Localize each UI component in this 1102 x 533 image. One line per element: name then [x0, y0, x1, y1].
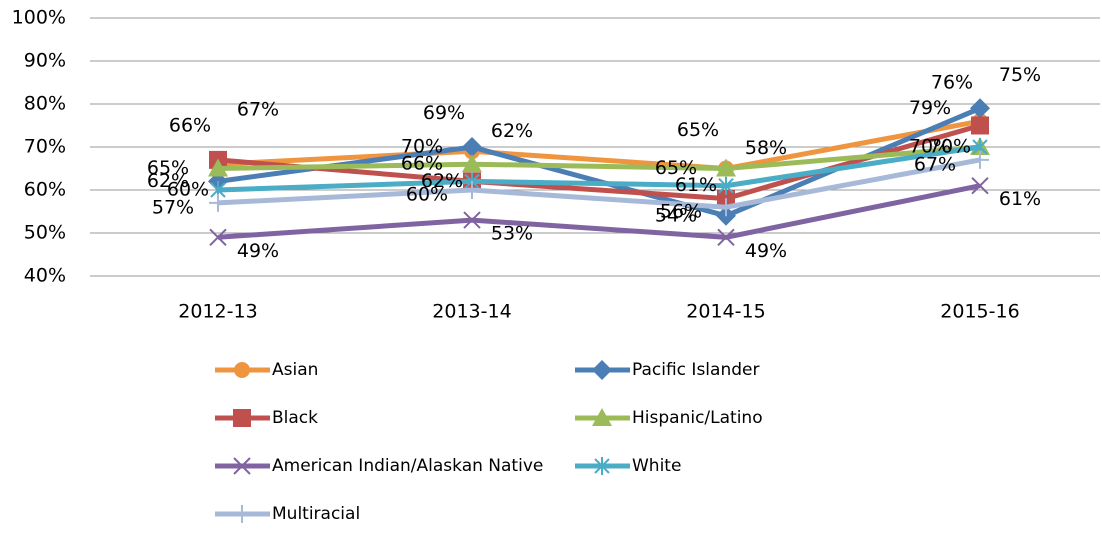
data-label: 57%	[152, 196, 194, 218]
data-label: 49%	[745, 240, 787, 262]
y-tick-label: 60%	[24, 179, 66, 201]
data-point	[971, 176, 989, 195]
data-point	[717, 198, 735, 217]
data-label: 54%	[655, 204, 697, 226]
legend-marker	[234, 362, 250, 378]
data-label: 75%	[999, 64, 1041, 86]
data-label: 62%	[421, 170, 463, 192]
x-tick-label: 2014-15	[686, 301, 765, 323]
data-point	[209, 193, 227, 212]
legend-label: Black	[272, 408, 318, 428]
legend-marker	[594, 457, 610, 475]
x-tick-label: 2015-16	[940, 301, 1019, 323]
data-point	[463, 211, 481, 229]
y-tick-label: 100%	[12, 7, 66, 29]
legend-label: Hispanic/Latino	[632, 408, 763, 428]
legend-marker	[592, 408, 612, 426]
y-tick-label: 70%	[24, 136, 66, 158]
data-label: 62%	[491, 120, 533, 142]
legend-marker	[233, 457, 251, 475]
data-label: 70%	[401, 136, 443, 158]
series-line	[217, 157, 981, 210]
data-label: 60%	[167, 179, 209, 201]
legend-marker	[592, 360, 612, 380]
data-label: 65%	[677, 119, 719, 141]
data-point	[462, 137, 482, 157]
data-point	[718, 176, 734, 195]
y-tick-label: 80%	[24, 93, 66, 115]
legend-marker	[233, 505, 251, 523]
data-label: 49%	[237, 240, 279, 262]
data-label: 56%	[660, 201, 702, 223]
data-label: 67%	[914, 153, 956, 175]
x-tick-label: 2013-14	[432, 301, 511, 323]
data-label: 79%	[909, 97, 951, 119]
series-line	[217, 144, 981, 193]
data-label: 62%	[147, 170, 189, 192]
data-label: 53%	[491, 223, 533, 245]
legend-label: Multiracial	[272, 504, 360, 524]
data-label: 65%	[655, 157, 697, 179]
data-point	[971, 150, 989, 169]
y-tick-label: 90%	[24, 50, 66, 72]
data-point	[463, 181, 481, 199]
series-line	[217, 118, 981, 172]
data-label: 61%	[675, 174, 717, 196]
data-label: 60%	[406, 184, 448, 206]
data-label: 61%	[999, 188, 1041, 210]
data-point	[716, 158, 736, 177]
x-tick-label: 2012-13	[178, 301, 257, 323]
data-point	[462, 154, 482, 173]
data-point	[209, 228, 227, 247]
data-label: 66%	[169, 115, 211, 137]
data-label: 67%	[237, 98, 279, 120]
data-point	[970, 98, 990, 119]
y-tick-label: 40%	[24, 265, 66, 287]
data-label: 76%	[931, 72, 973, 94]
legend-label: Pacific Islander	[632, 360, 759, 380]
data-label: 69%	[423, 102, 465, 124]
data-point	[717, 228, 735, 247]
data-label: 58%	[745, 137, 787, 159]
legend-label: American Indian/Alaskan Native	[272, 456, 543, 476]
data-point	[971, 116, 989, 135]
series-line	[217, 123, 981, 202]
legend-label: Asian	[272, 360, 318, 380]
legend-marker	[233, 409, 251, 427]
series-line	[217, 144, 981, 172]
data-label: 65%	[147, 157, 189, 179]
y-tick-label: 50%	[24, 222, 66, 244]
legend-label: White	[632, 456, 681, 476]
data-label: 66%	[401, 153, 443, 175]
data-point	[208, 158, 228, 177]
data-label: 70%	[929, 136, 971, 158]
series-line	[217, 183, 981, 240]
